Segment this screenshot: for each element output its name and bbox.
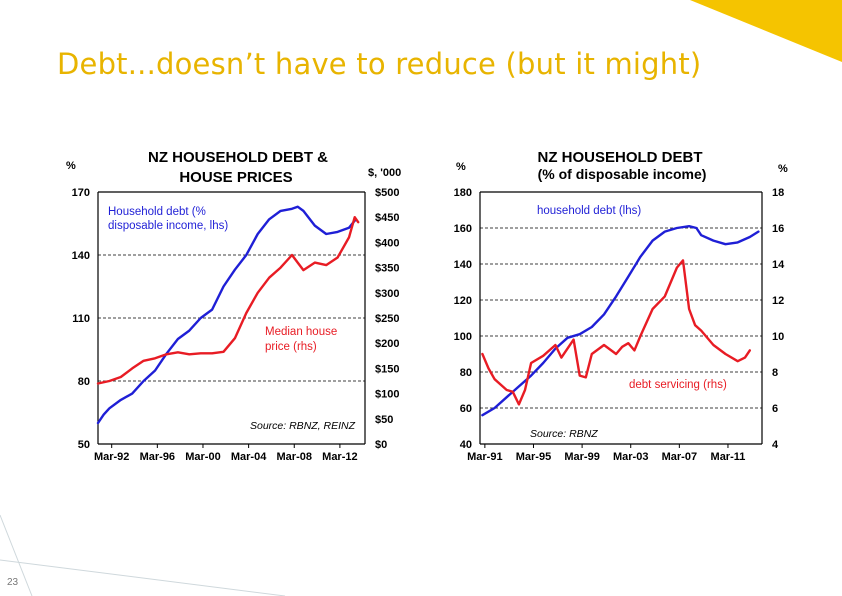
- left-tick-label: 180: [454, 187, 472, 199]
- right-tick-label: $300: [375, 288, 399, 300]
- right-tick-label: $350: [375, 263, 399, 275]
- x-tick-label: Mar-07: [662, 451, 697, 463]
- x-tick-label: Mar-91: [467, 451, 502, 463]
- debt-series-label-line1: Household debt (%: [108, 206, 206, 218]
- debt-series-line: [96, 205, 358, 425]
- right-tick-label: $0: [375, 439, 387, 451]
- rhs-series-line: [481, 259, 751, 406]
- servicing-series-label: debt servicing (rhs): [629, 379, 727, 391]
- left-tick-labels: 170 140 110 80 50: [72, 187, 90, 451]
- chart-title-line1: NZ HOUSEHOLD DEBT: [538, 149, 703, 166]
- right-tick-label: 10: [772, 331, 784, 343]
- price-series-label-line1: Median house: [265, 326, 337, 338]
- debt-series-label: household debt (lhs): [537, 205, 641, 217]
- right-axis-unit: $, '000: [368, 167, 401, 179]
- chart-house-prices: NZ HOUSEHOLD DEBT & HOUSE PRICES % $, '0…: [66, 149, 401, 463]
- axes: [97, 191, 366, 448]
- source-note: Source: RBNZ: [530, 428, 598, 440]
- debt-series-label-line2: disposable income, lhs): [108, 220, 228, 232]
- chart-title-line2: (% of disposable income): [538, 166, 707, 182]
- right-tick-label: 18: [772, 187, 784, 199]
- x-tick-label: Mar-08: [277, 451, 312, 463]
- axes: [479, 191, 763, 448]
- left-tick-labels: 180 160 140 120 100 80 60 40: [454, 187, 472, 451]
- grid-lines: [98, 254, 365, 382]
- x-tick-label: Mar-92: [94, 451, 129, 463]
- left-tick-label: 140: [72, 250, 90, 262]
- left-axis-unit: %: [456, 161, 466, 173]
- right-tick-label: $400: [375, 237, 399, 249]
- decor-line-2: [0, 559, 286, 596]
- right-tick-label: $150: [375, 363, 399, 375]
- left-tick-label: 80: [460, 367, 472, 379]
- chart-title-line1: NZ HOUSEHOLD DEBT &: [148, 149, 328, 166]
- left-axis-unit: %: [66, 160, 76, 172]
- right-tick-label: 12: [772, 295, 784, 307]
- right-tick-labels: $500 $450 $400 $350 $300 $250 $200 $150 $100 $50 $…: [375, 187, 399, 451]
- x-tick-labels: Mar-92 Mar-96 Mar-00 Mar-04 Mar-08 Mar-12: [94, 451, 358, 463]
- right-axis-unit: %: [778, 163, 788, 175]
- right-tick-label: 16: [772, 223, 784, 235]
- x-tick-label: Mar-11: [711, 451, 746, 463]
- series-lines: [481, 225, 760, 417]
- x-tick-label: Mar-03: [613, 451, 648, 463]
- left-tick-label: 160: [454, 223, 472, 235]
- source-note: Source: RBNZ, REINZ: [250, 420, 356, 432]
- x-tick-label: Mar-96: [140, 451, 175, 463]
- left-tick-label: 50: [78, 439, 90, 451]
- price-series-label-line2: price (rhs): [265, 341, 317, 353]
- right-tick-label: $250: [375, 313, 399, 325]
- left-tick-label: 110: [72, 313, 90, 325]
- right-tick-label: $450: [375, 212, 399, 224]
- x-tick-label: Mar-12: [322, 451, 357, 463]
- chart-title-line2: HOUSE PRICES: [179, 169, 292, 186]
- x-tick-label: Mar-95: [516, 451, 551, 463]
- chart-debt-servicing: NZ HOUSEHOLD DEBT (% of disposable incom…: [454, 149, 788, 463]
- debt-series-line: [481, 225, 760, 417]
- left-tick-label: 170: [72, 187, 90, 199]
- yellow-corner-shape: [690, 0, 842, 62]
- left-tick-label: 40: [460, 439, 472, 451]
- slide-title: Debt...doesn’t have to reduce (but it mi…: [57, 47, 702, 81]
- left-tick-label: 140: [454, 259, 472, 271]
- series-lines: [96, 205, 360, 425]
- left-tick-label: 60: [460, 403, 472, 415]
- right-tick-label: 14: [772, 259, 785, 271]
- right-tick-label: $100: [375, 389, 399, 401]
- right-tick-label: 4: [772, 439, 779, 451]
- right-tick-label: $50: [375, 414, 393, 426]
- x-tick-labels: Mar-91 Mar-95 Mar-99 Mar-03 Mar-07 Mar-11: [467, 451, 745, 463]
- page-number: 23: [7, 577, 19, 588]
- left-tick-label: 80: [78, 376, 90, 388]
- right-tick-label: $500: [375, 187, 399, 199]
- grid-lines: [480, 227, 762, 409]
- right-tick-label: 6: [772, 403, 778, 415]
- right-tick-label: $200: [375, 338, 399, 350]
- right-tick-label: 8: [772, 367, 778, 379]
- left-tick-label: 120: [454, 295, 472, 307]
- x-tick-label: Mar-00: [185, 451, 220, 463]
- x-tick-label: Mar-99: [564, 451, 599, 463]
- x-tick-label: Mar-04: [231, 451, 267, 463]
- rhs-series-line: [96, 216, 360, 385]
- right-tick-labels: 18 16 14 12 10 8 6 4: [772, 187, 785, 451]
- left-tick-label: 100: [454, 331, 472, 343]
